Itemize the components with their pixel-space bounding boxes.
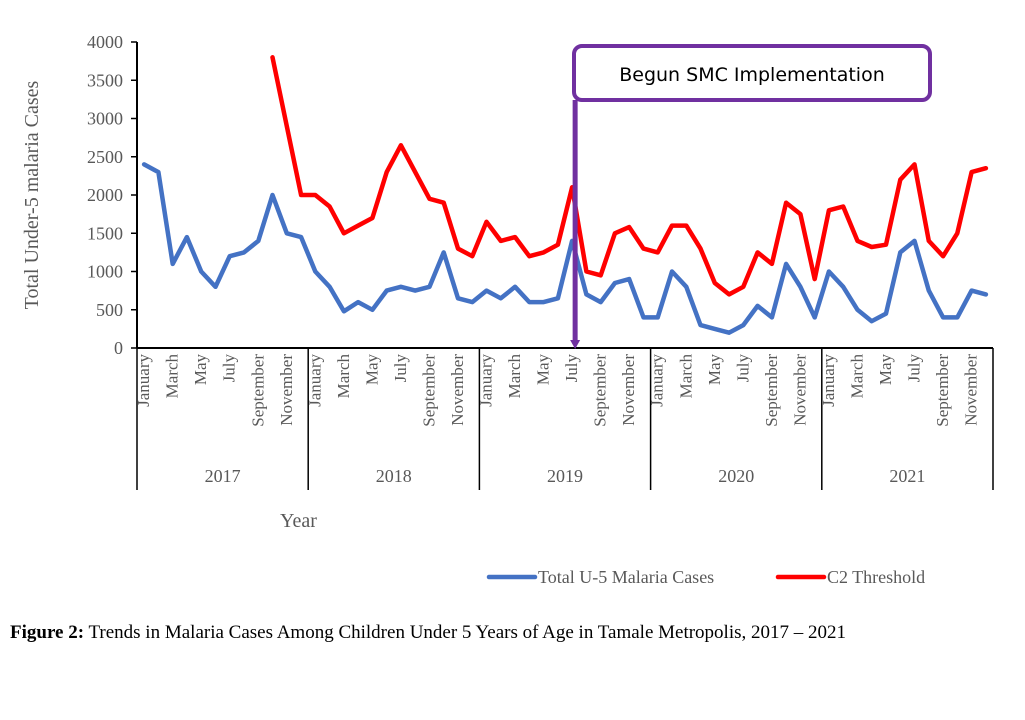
legend: Total U-5 Malaria Cases C2 Threshold	[486, 567, 925, 587]
x-month-label: July	[220, 354, 239, 383]
x-month-label: May	[191, 354, 210, 386]
y-tick-label: 2500	[87, 147, 123, 167]
x-month-label: September	[933, 354, 952, 427]
y-tick-label: 2000	[87, 185, 123, 205]
x-month-label: January	[305, 354, 324, 407]
x-month-label: September	[762, 354, 781, 427]
x-month-label: January	[648, 354, 667, 407]
x-axis-title: Year	[280, 510, 317, 532]
y-axis-title: Total Under-5 malaria Cases	[21, 80, 43, 309]
figure-caption: Figure 2: Trends in Malaria Cases Among …	[10, 622, 846, 644]
series-lines	[141, 55, 989, 335]
series-line-c2-threshold	[270, 55, 989, 297]
annotation-text: Begun SMC Implementation	[619, 64, 885, 86]
y-tick-label: 3500	[87, 70, 123, 90]
x-month-label: July	[905, 354, 924, 383]
x-month-label: November	[619, 354, 638, 426]
x-axis: 2017 January March May July September November…	[134, 347, 994, 490]
x-month-label: September	[248, 354, 267, 427]
x-month-label: July	[562, 354, 581, 383]
y-tick-label: 1000	[87, 262, 123, 282]
y-tick-label: 1500	[87, 223, 123, 243]
annotation-arrow-head	[570, 340, 581, 349]
x-month-label: May	[534, 354, 553, 386]
x-month-label: November	[448, 354, 467, 426]
x-month-label: January	[819, 354, 838, 407]
x-month-label: March	[163, 354, 182, 399]
annotation: Begun SMC Implementation	[570, 44, 932, 349]
x-month-label: March	[676, 354, 695, 399]
x-month-label: September	[591, 354, 610, 427]
y-tick-label: 0	[114, 338, 123, 358]
x-month-label: July	[733, 354, 752, 383]
y-axis: 0 500 1000 1500 2000 2500 3000 3500 4000	[87, 32, 138, 358]
x-month-label: January	[477, 354, 496, 407]
annotation-box	[572, 44, 932, 102]
x-month-label: March	[334, 354, 353, 399]
legend-label-c2-threshold: C2 Threshold	[827, 567, 925, 587]
x-month-label: November	[962, 354, 981, 426]
x-year-label: 2018	[376, 466, 412, 486]
y-tick-label: 3000	[87, 109, 123, 129]
x-year-label: 2017	[205, 466, 241, 486]
x-month-label: March	[847, 354, 866, 399]
x-year-label: 2020	[718, 466, 754, 486]
legend-label-total-u5: Total U-5 Malaria Cases	[538, 567, 714, 587]
caption-text: Trends in Malaria Cases Among Children U…	[84, 622, 847, 643]
x-month-label: May	[362, 354, 381, 386]
x-month-label: July	[391, 354, 410, 383]
x-month-label: May	[876, 354, 895, 386]
x-month-label: November	[277, 354, 296, 426]
x-year-label: 2019	[547, 466, 583, 486]
caption-label: Figure 2:	[10, 622, 85, 643]
x-month-label: January	[134, 354, 153, 407]
x-month-label: March	[505, 354, 524, 399]
series-line-total-u-5-malaria-cases	[141, 162, 989, 335]
y-tick-label: 500	[96, 300, 123, 320]
y-tick-label: 4000	[87, 32, 123, 52]
x-month-label: May	[705, 354, 724, 386]
x-month-label: September	[419, 354, 438, 427]
x-year-label: 2021	[889, 466, 925, 486]
x-month-label: November	[790, 354, 809, 426]
